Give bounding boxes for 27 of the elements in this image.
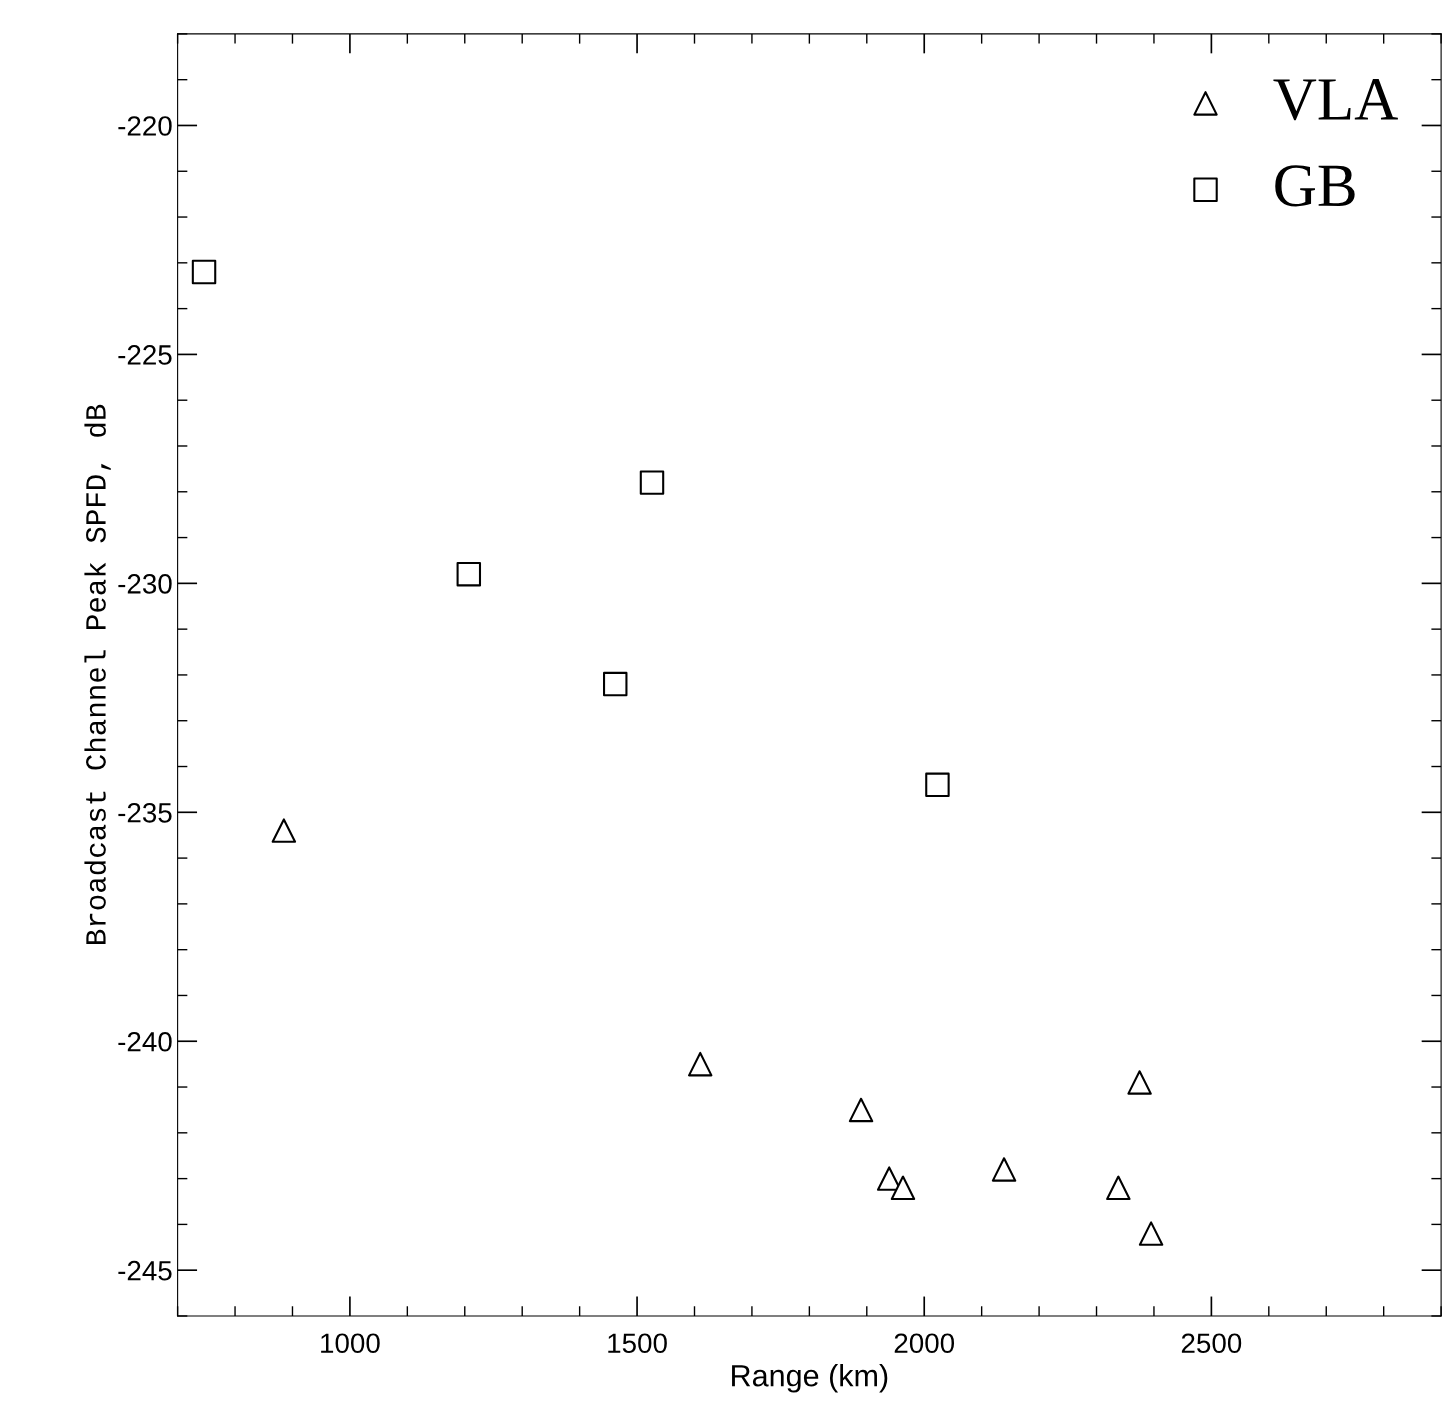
y-tick-label: -225 bbox=[118, 345, 172, 365]
point bbox=[890, 1175, 916, 1201]
point bbox=[848, 1097, 874, 1123]
point bbox=[925, 772, 950, 798]
point bbox=[191, 259, 217, 285]
point bbox=[603, 671, 628, 697]
y-tick-label: -235 bbox=[118, 802, 172, 823]
y-tick-label: -240 bbox=[118, 1031, 172, 1052]
point bbox=[456, 561, 482, 587]
y-axis-title: Broadcast Channel Peak SPFD, dB bbox=[84, 404, 111, 944]
point bbox=[688, 1051, 713, 1077]
legend-label: GB bbox=[1275, 165, 1355, 207]
point bbox=[1138, 1221, 1164, 1246]
x-tick-label: 1500 bbox=[608, 1333, 667, 1354]
legend-label: VLA bbox=[1273, 79, 1398, 121]
y-tick-label: -245 bbox=[118, 1260, 172, 1281]
x-tick-label: 1000 bbox=[321, 1333, 380, 1354]
x-tick-label: 2000 bbox=[894, 1333, 955, 1354]
y-tick-label: -220 bbox=[118, 116, 172, 136]
point bbox=[271, 818, 297, 843]
point bbox=[1106, 1175, 1131, 1201]
y-tick-label: -230 bbox=[118, 574, 172, 594]
point bbox=[639, 470, 665, 495]
point bbox=[991, 1157, 1017, 1182]
x-axis-title: Range (km) bbox=[732, 1364, 888, 1393]
x-tick-label: 2500 bbox=[1181, 1333, 1242, 1354]
point bbox=[1127, 1070, 1152, 1095]
